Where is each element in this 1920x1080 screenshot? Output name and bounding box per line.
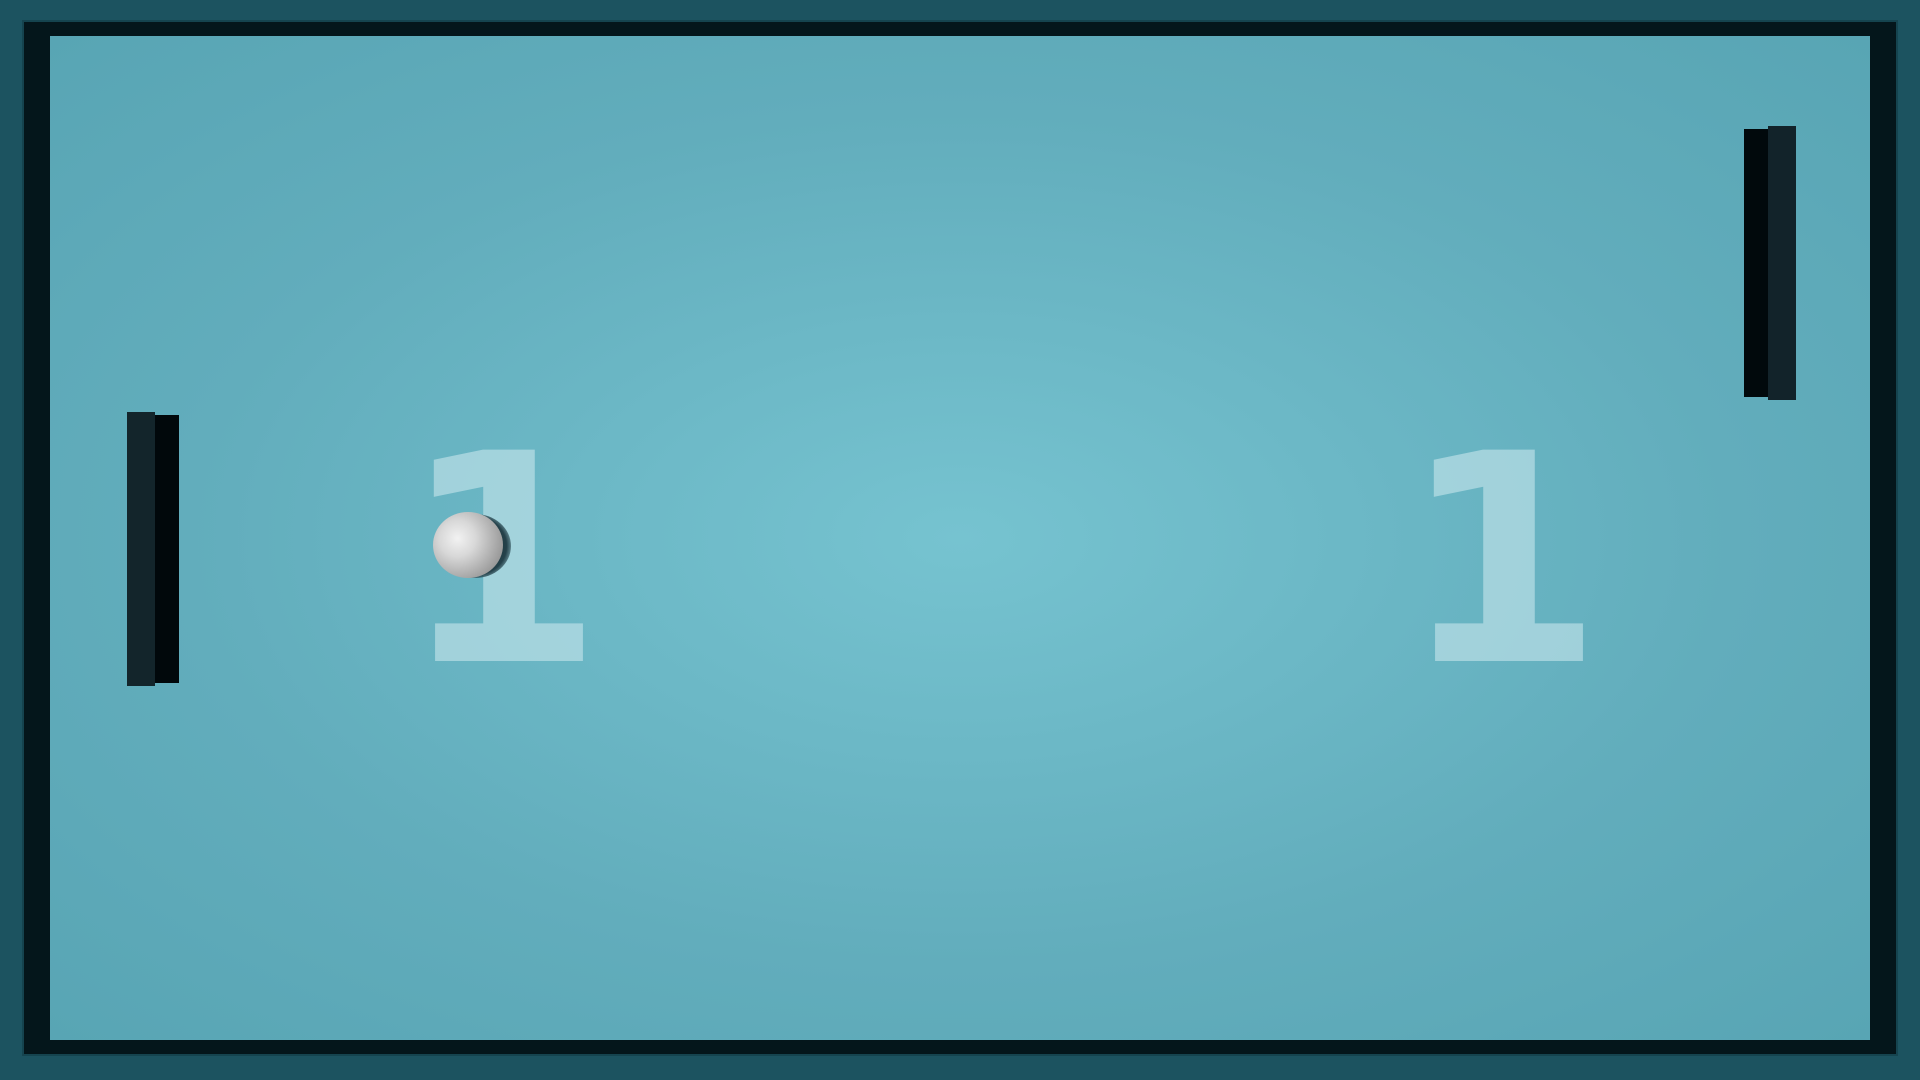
right-paddle[interactable] (1744, 126, 1796, 400)
left-paddle[interactable] (127, 412, 179, 686)
right-paddle-face (1768, 126, 1796, 400)
game-field[interactable]: 1 1 (50, 36, 1870, 1040)
ball (433, 510, 511, 580)
ball-body (433, 512, 503, 578)
left-paddle-face (127, 412, 155, 686)
left-paddle-side (155, 415, 179, 683)
right-player-score: 1 (1401, 393, 1603, 730)
right-paddle-side (1744, 129, 1768, 397)
